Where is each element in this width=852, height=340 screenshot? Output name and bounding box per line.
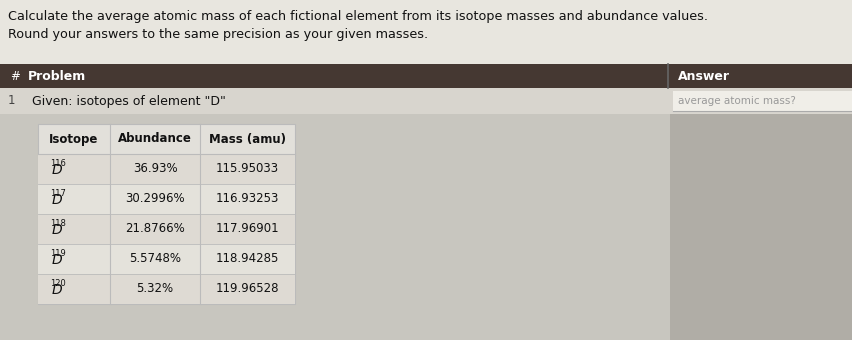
Bar: [0, 88, 852, 114]
Text: 119.96528: 119.96528: [216, 283, 279, 295]
Text: 117: 117: [50, 189, 66, 199]
Text: D: D: [52, 283, 63, 297]
Text: 119: 119: [50, 250, 66, 258]
Text: 115.95033: 115.95033: [216, 163, 279, 175]
Text: Answer: Answer: [678, 69, 730, 83]
Text: Mass (amu): Mass (amu): [209, 133, 286, 146]
Text: 1: 1: [8, 95, 15, 107]
Text: 5.5748%: 5.5748%: [129, 253, 181, 266]
Text: Isotope: Isotope: [49, 133, 99, 146]
Text: Round your answers to the same precision as your given masses.: Round your answers to the same precision…: [8, 28, 428, 41]
Bar: [670, 88, 852, 340]
Bar: [38, 274, 295, 304]
Text: 5.32%: 5.32%: [136, 283, 174, 295]
Text: average atomic mass?: average atomic mass?: [678, 96, 796, 106]
Text: 118.94285: 118.94285: [216, 253, 279, 266]
Bar: [38, 214, 295, 244]
Text: D: D: [52, 193, 63, 207]
Text: D: D: [52, 223, 63, 237]
Text: Given: isotopes of element "D": Given: isotopes of element "D": [32, 95, 226, 107]
Text: 118: 118: [50, 220, 66, 228]
Bar: [38, 184, 295, 214]
Text: Abundance: Abundance: [118, 133, 192, 146]
Bar: [38, 244, 295, 274]
Text: 36.93%: 36.93%: [133, 163, 177, 175]
Bar: [38, 154, 295, 184]
Text: D: D: [52, 163, 63, 177]
Bar: [0, 88, 852, 340]
Text: Problem: Problem: [28, 69, 86, 83]
Text: 116: 116: [50, 159, 66, 169]
Text: Calculate the average atomic mass of each fictional element from its isotope mas: Calculate the average atomic mass of eac…: [8, 10, 708, 23]
Text: 116.93253: 116.93253: [216, 192, 279, 205]
Text: D: D: [52, 253, 63, 267]
Bar: [673, 91, 852, 111]
Text: 120: 120: [50, 279, 66, 289]
Text: 30.2996%: 30.2996%: [125, 192, 185, 205]
Bar: [0, 64, 852, 88]
Bar: [0, 0, 852, 88]
Text: 21.8766%: 21.8766%: [125, 222, 185, 236]
Text: 117.96901: 117.96901: [216, 222, 279, 236]
Bar: [38, 124, 295, 304]
Text: #: #: [10, 69, 20, 83]
